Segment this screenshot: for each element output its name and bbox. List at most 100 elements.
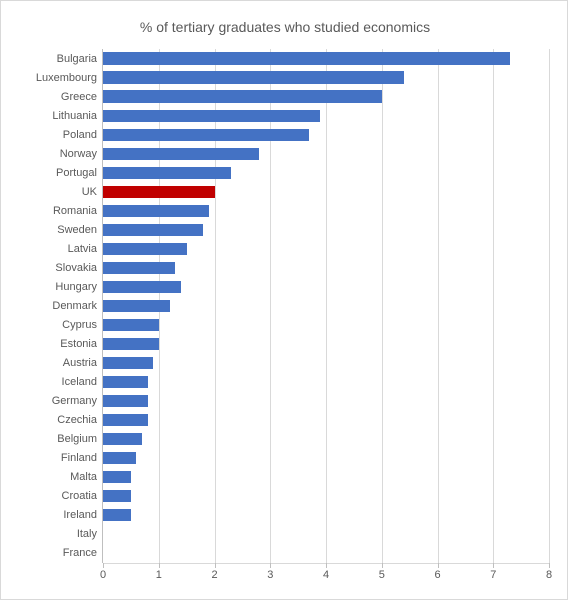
bar-row: Latvia — [103, 239, 549, 258]
chart-title: % of tertiary graduates who studied econ… — [1, 19, 568, 35]
bar-row: France — [103, 544, 549, 563]
category-label: Romania — [53, 205, 103, 217]
x-tick-mark — [493, 563, 494, 568]
bar-row: Italy — [103, 525, 549, 544]
category-label: Austria — [63, 357, 103, 369]
bar-row: Ireland — [103, 506, 549, 525]
x-tick-mark — [103, 563, 104, 568]
bar — [103, 319, 159, 331]
bar-row: Denmark — [103, 296, 549, 315]
x-tick-label: 6 — [434, 569, 440, 581]
category-label: Ireland — [63, 509, 103, 521]
bar — [103, 243, 187, 255]
bar — [103, 205, 209, 217]
category-label: Denmark — [52, 300, 103, 312]
bar — [103, 71, 404, 83]
category-label: Belgium — [57, 433, 103, 445]
bar-row: Hungary — [103, 277, 549, 296]
category-label: Poland — [63, 129, 103, 141]
category-label: Estonia — [60, 338, 103, 350]
category-label: Slovakia — [55, 262, 103, 274]
bar-row: Lithuania — [103, 106, 549, 125]
category-label: Bulgaria — [57, 53, 103, 65]
x-tick-label: 7 — [490, 569, 496, 581]
category-label: Malta — [70, 471, 103, 483]
bar-row: Finland — [103, 449, 549, 468]
category-label: France — [63, 547, 103, 559]
category-label: Greece — [61, 91, 103, 103]
x-tick-label: 8 — [546, 569, 552, 581]
bar — [103, 338, 159, 350]
x-tick-mark — [215, 563, 216, 568]
bar-row: Sweden — [103, 220, 549, 239]
bar — [103, 167, 231, 179]
x-tick-mark — [382, 563, 383, 568]
bar-row: Portugal — [103, 163, 549, 182]
category-label: Czechia — [57, 414, 103, 426]
category-label: Croatia — [62, 490, 103, 502]
bar — [103, 262, 175, 274]
bar-row: Austria — [103, 354, 549, 373]
bar-row: Croatia — [103, 487, 549, 506]
category-label: Cyprus — [62, 319, 103, 331]
bar — [103, 281, 181, 293]
x-tick-label: 1 — [156, 569, 162, 581]
bar — [103, 376, 148, 388]
bar-row: Slovakia — [103, 258, 549, 277]
x-tick-label: 4 — [323, 569, 329, 581]
bar — [103, 509, 131, 521]
gridline — [549, 49, 550, 563]
bar-row: Iceland — [103, 373, 549, 392]
category-label: Italy — [77, 528, 103, 540]
x-tick-label: 2 — [211, 569, 217, 581]
bar-row: Malta — [103, 468, 549, 487]
bar — [103, 148, 259, 160]
category-label: Luxembourg — [36, 72, 103, 84]
bar-row: Estonia — [103, 335, 549, 354]
bar — [103, 357, 153, 369]
category-label: UK — [82, 186, 103, 198]
category-label: Latvia — [68, 243, 103, 255]
x-tick-mark — [270, 563, 271, 568]
bar — [103, 395, 148, 407]
bar — [103, 414, 148, 426]
x-tick-mark — [438, 563, 439, 568]
bar — [103, 129, 309, 141]
x-tick-label: 3 — [267, 569, 273, 581]
category-label: Lithuania — [52, 110, 103, 122]
bar-row: UK — [103, 182, 549, 201]
plot-area: 012345678BulgariaLuxembourgGreeceLithuan… — [103, 49, 549, 563]
bar-row: Bulgaria — [103, 49, 549, 68]
chart-container: % of tertiary graduates who studied econ… — [0, 0, 568, 600]
bar-row: Luxembourg — [103, 68, 549, 87]
bar-row: Greece — [103, 87, 549, 106]
bar — [103, 186, 215, 198]
category-label: Sweden — [57, 224, 103, 236]
bar — [103, 110, 320, 122]
category-label: Iceland — [62, 376, 103, 388]
category-label: Portugal — [56, 167, 103, 179]
bar-row: Cyprus — [103, 316, 549, 335]
category-label: Hungary — [55, 281, 103, 293]
bar-row: Norway — [103, 144, 549, 163]
bar — [103, 224, 203, 236]
x-tick-mark — [549, 563, 550, 568]
bar — [103, 471, 131, 483]
bar — [103, 52, 510, 64]
bar-row: Germany — [103, 392, 549, 411]
bar — [103, 490, 131, 502]
bar-row: Romania — [103, 201, 549, 220]
x-tick-label: 5 — [379, 569, 385, 581]
bar-row: Czechia — [103, 411, 549, 430]
bar — [103, 90, 382, 102]
bar-row: Poland — [103, 125, 549, 144]
x-tick-mark — [159, 563, 160, 568]
x-tick-label: 0 — [100, 569, 106, 581]
bar — [103, 452, 136, 464]
bar — [103, 300, 170, 312]
category-label: Germany — [52, 395, 103, 407]
bar-row: Belgium — [103, 430, 549, 449]
x-tick-mark — [326, 563, 327, 568]
category-label: Norway — [60, 148, 103, 160]
category-label: Finland — [61, 452, 103, 464]
